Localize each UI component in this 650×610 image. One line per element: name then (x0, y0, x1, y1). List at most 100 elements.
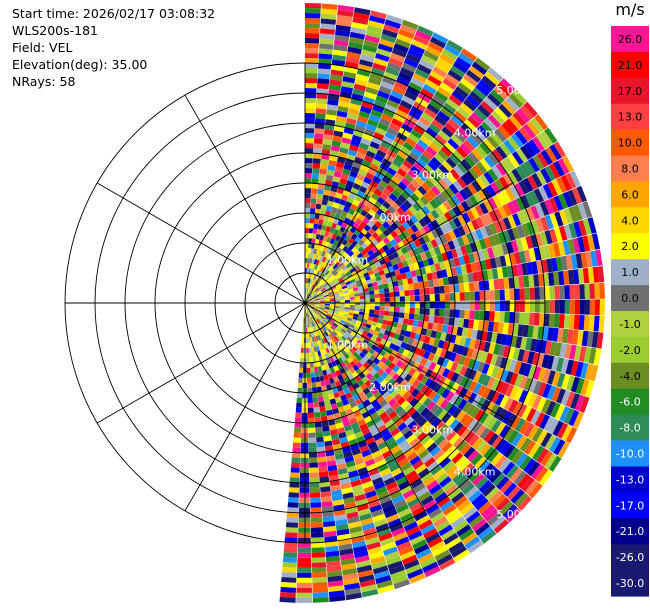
velocity-gate (389, 306, 395, 312)
velocity-gate (297, 542, 311, 548)
velocity-gate (597, 266, 605, 283)
velocity-gate (297, 552, 312, 558)
velocity-gate (445, 186, 455, 198)
velocity-gate (458, 283, 465, 293)
velocity-gate (316, 229, 322, 235)
velocity-gate (400, 461, 412, 472)
velocity-gate (356, 503, 369, 512)
velocity-gate (475, 228, 484, 240)
velocity-gate (335, 347, 341, 354)
velocity-gate (332, 349, 338, 355)
velocity-gate (360, 476, 372, 485)
velocity-gate (361, 49, 376, 58)
velocity-gate (305, 293, 307, 298)
velocity-gate (371, 509, 384, 518)
velocity-gate (542, 383, 552, 399)
velocity-gate (305, 193, 311, 199)
velocity-gate (474, 204, 485, 217)
velocity-gate (434, 420, 446, 432)
velocity-gate (457, 398, 468, 410)
velocity-gate (534, 287, 540, 300)
velocity-gate (362, 217, 370, 225)
velocity-gate (439, 457, 452, 469)
velocity-gate (398, 457, 410, 468)
velocity-gate (325, 323, 331, 329)
velocity-gate (358, 345, 365, 352)
velocity-gate (528, 378, 538, 393)
velocity-gate (481, 387, 492, 399)
velocity-gate (350, 479, 362, 488)
velocity-gate (445, 172, 457, 184)
velocity-gate (365, 150, 376, 159)
velocity-gate (284, 542, 298, 548)
velocity-gate (409, 241, 417, 250)
velocity-gate (311, 258, 315, 264)
velocity-gate (317, 254, 322, 261)
velocity-gate (455, 265, 463, 276)
velocity-gate (315, 431, 324, 438)
velocity-gate (568, 409, 580, 427)
velocity-gate (314, 306, 320, 309)
velocity-gate (321, 280, 326, 286)
velocity-gate (322, 320, 327, 325)
velocity-gate (451, 452, 464, 464)
velocity-gate (371, 560, 387, 570)
velocity-gate (324, 284, 330, 289)
velocity-gate (487, 168, 499, 182)
velocity-gate (314, 306, 319, 310)
velocity-gate (322, 220, 329, 226)
velocity-gate (438, 203, 448, 214)
velocity-gate (317, 188, 324, 195)
velocity-gate (499, 441, 512, 455)
velocity-gate (356, 173, 365, 181)
velocity-gate (309, 457, 318, 463)
velocity-gate (305, 243, 309, 249)
velocity-gate (473, 108, 488, 122)
velocity-gate (320, 163, 328, 170)
velocity-gate (487, 114, 502, 129)
velocity-gate (487, 321, 495, 332)
velocity-gate (367, 441, 378, 450)
velocity-gate (336, 274, 342, 280)
velocity-gate (581, 330, 589, 347)
velocity-gate (376, 395, 385, 404)
velocity-gate (419, 288, 425, 295)
velocity-gate (330, 382, 337, 389)
velocity-gate (310, 332, 314, 338)
velocity-gate (517, 349, 525, 362)
velocity-gate (330, 350, 336, 357)
velocity-gate (413, 427, 424, 438)
velocity-gate (475, 216, 485, 229)
velocity-gate (317, 68, 331, 75)
velocity-gate (328, 195, 335, 202)
velocity-gate (333, 376, 340, 383)
velocity-gate (491, 245, 500, 258)
velocity-gate (468, 152, 480, 165)
velocity-gate (343, 205, 350, 213)
velocity-gate (424, 265, 432, 274)
velocity-gate (394, 536, 410, 547)
velocity-gate (468, 282, 475, 292)
velocity-gate (421, 273, 428, 282)
velocity-gate (327, 346, 333, 352)
velocity-gate (345, 241, 352, 248)
velocity-gate (306, 268, 309, 274)
velocity-gate (308, 427, 316, 433)
velocity-gate (312, 321, 316, 327)
velocity-gate (335, 317, 342, 322)
velocity-gate (481, 363, 490, 375)
velocity-gate (362, 339, 370, 346)
velocity-gate (470, 406, 481, 419)
colorbar-tick-label: 17.0 (618, 85, 643, 98)
velocity-gate (318, 178, 326, 185)
velocity-gate (339, 280, 346, 286)
colorbar-tick-label: 6.0 (621, 188, 639, 201)
velocity-gate (327, 279, 333, 285)
velocity-gate (368, 259, 375, 266)
velocity-gate (499, 255, 507, 267)
velocity-gate (318, 266, 323, 272)
velocity-gate (312, 582, 328, 588)
velocity-gate (489, 290, 495, 301)
velocity-gate (314, 304, 320, 306)
velocity-gate (345, 344, 352, 351)
